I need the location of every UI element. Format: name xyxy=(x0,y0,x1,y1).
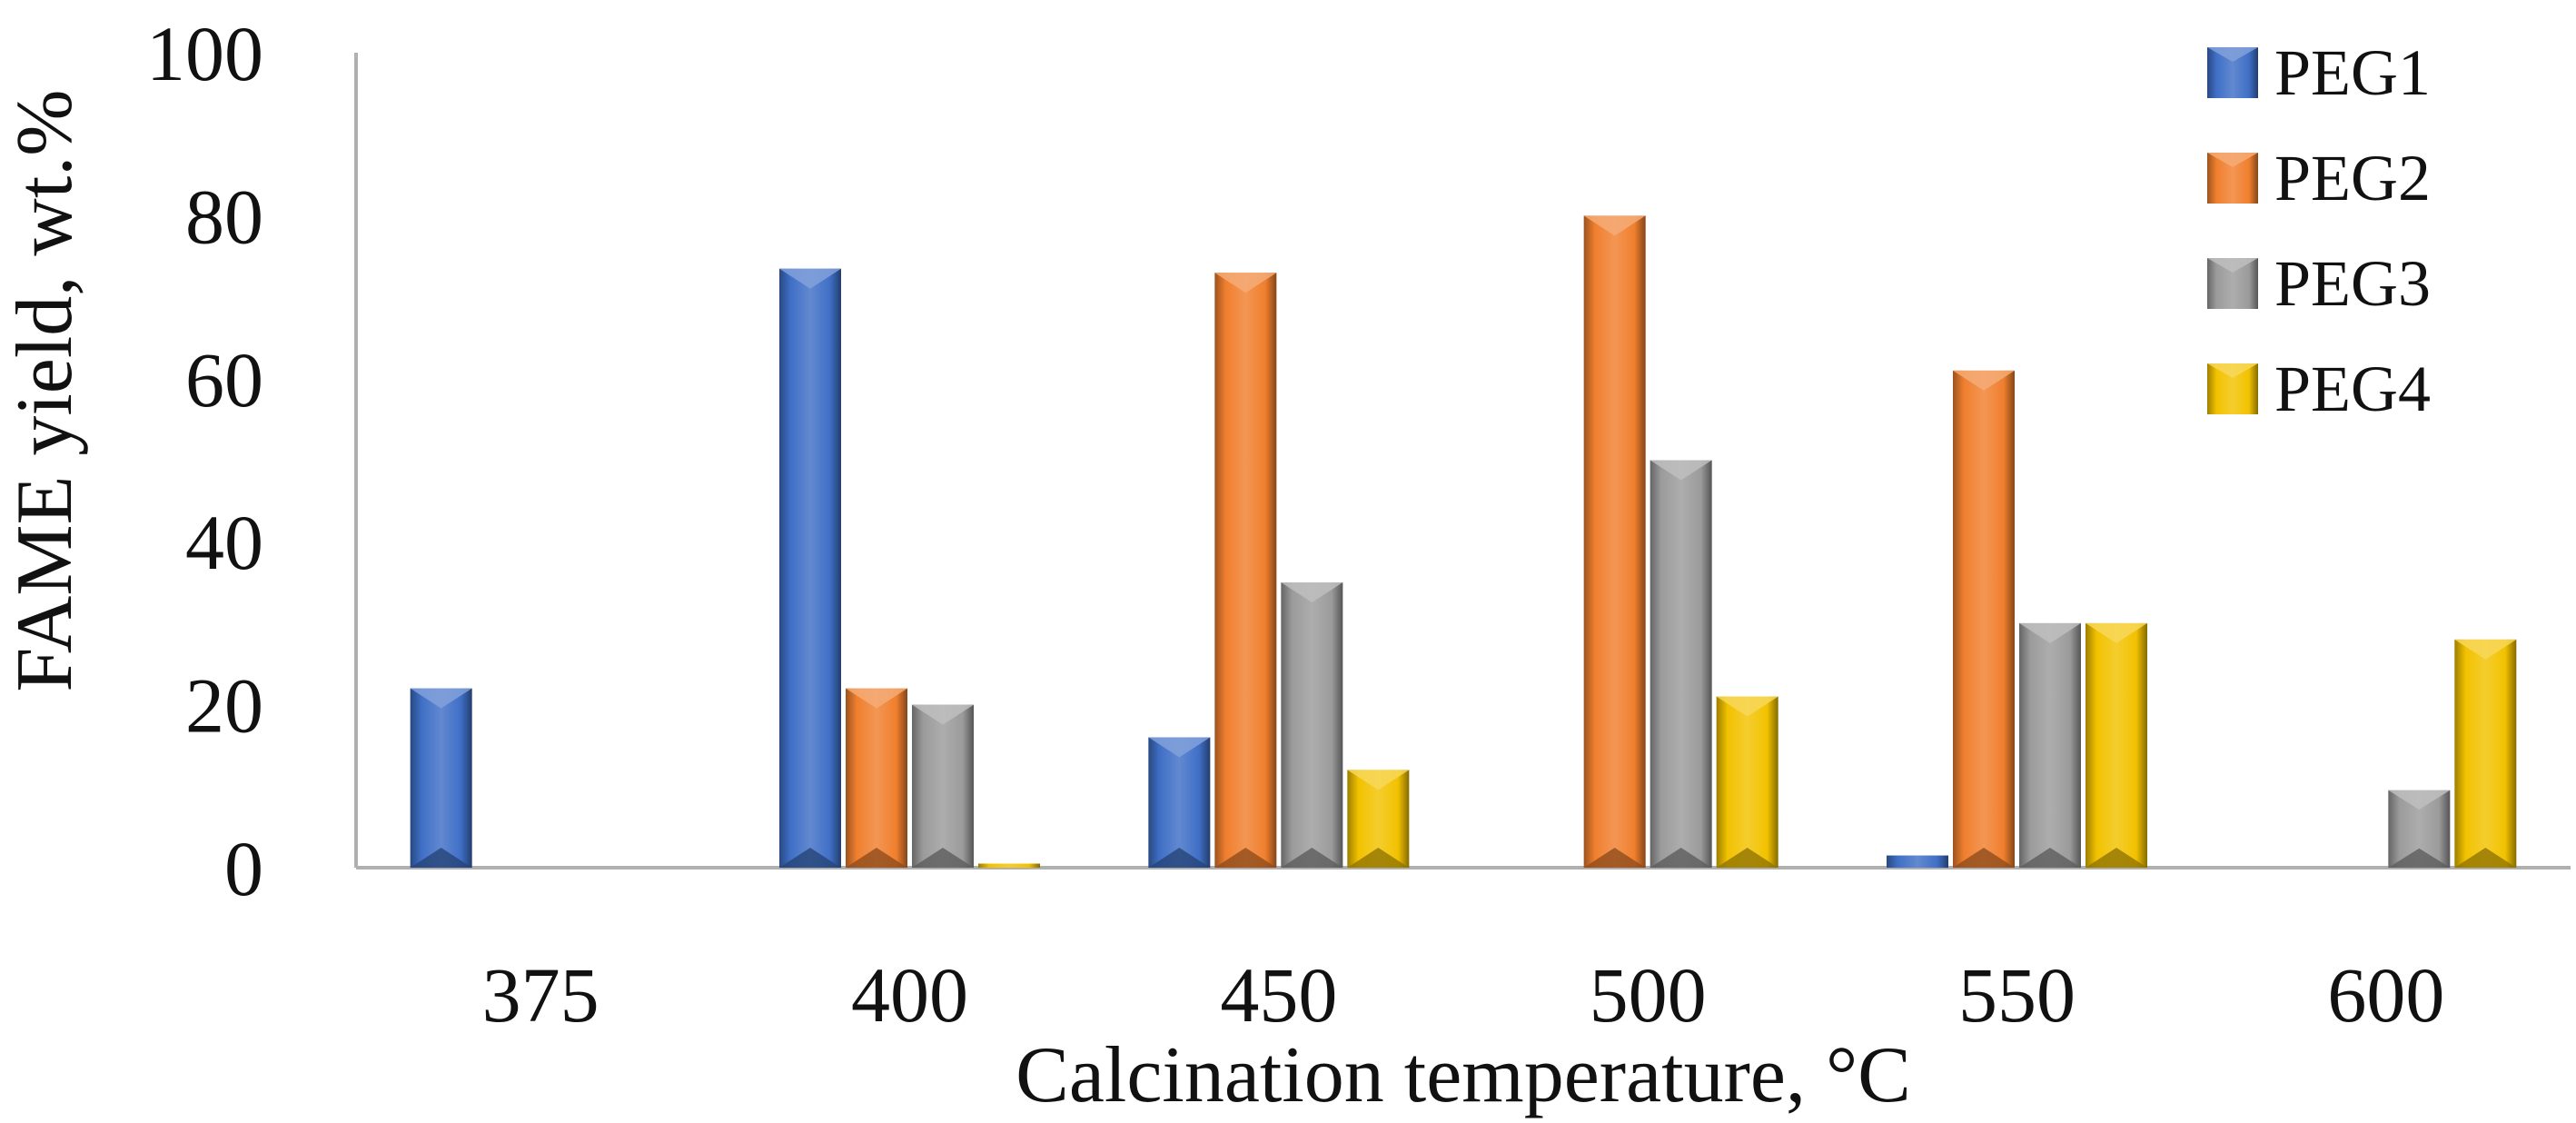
bar-bevel-top xyxy=(1281,582,1343,603)
y-tick-labels: 0 20 40 60 80 100 xyxy=(146,10,263,912)
bar-bevel-top xyxy=(1347,770,1410,790)
bar xyxy=(2454,639,2517,868)
bar xyxy=(1583,215,1646,868)
bar-peg4-600 xyxy=(2454,639,2517,868)
bar-bevel-bottom xyxy=(1148,848,1211,868)
bar xyxy=(846,688,907,868)
bar-bevel-bottom xyxy=(912,848,974,868)
bar-peg4-500 xyxy=(1716,696,1778,868)
y-tick-label: 20 xyxy=(185,662,263,750)
legend-label: PEG3 xyxy=(2274,247,2431,320)
bar-bevel-bottom xyxy=(1953,848,2015,868)
bar xyxy=(1953,370,2015,869)
bar-peg1-550 xyxy=(1887,855,1948,868)
bar-peg2-400 xyxy=(846,688,907,868)
bar-bevel-bottom xyxy=(1347,848,1410,868)
bar-peg2-550 xyxy=(1953,370,2015,869)
legend-swatch-bevel xyxy=(2207,47,2258,62)
bar-peg1-450 xyxy=(1148,737,1211,868)
x-tick-label: 600 xyxy=(2327,951,2444,1039)
legend-item-peg1: PEG1 xyxy=(2207,36,2431,109)
bar-peg4-550 xyxy=(2086,622,2147,868)
bar-bevel-bottom xyxy=(2454,848,2517,868)
bar-bevel-top xyxy=(912,704,974,725)
bar-bevel-top xyxy=(2388,790,2451,810)
legend-item-peg4: PEG4 xyxy=(2207,353,2431,425)
bar xyxy=(2086,622,2147,868)
bar-bevel-top xyxy=(2086,622,2147,643)
x-tick-label: 500 xyxy=(1590,951,1707,1039)
bar-peg3-400 xyxy=(912,704,974,868)
bar-bevel-top xyxy=(2019,622,2081,643)
bar xyxy=(1281,582,1343,868)
bar xyxy=(1650,460,1712,868)
legend-label: PEG2 xyxy=(2274,142,2431,214)
x-axis: 375 400 450 500 550 600 xyxy=(356,866,2571,1039)
bar-peg3-500 xyxy=(1650,460,1712,868)
bar-bevel-top xyxy=(1214,273,1277,293)
x-tick-label: 400 xyxy=(851,951,968,1039)
y-tick-label: 60 xyxy=(185,336,263,423)
bar-bevel-top xyxy=(1953,370,2015,391)
legend-item-peg2: PEG2 xyxy=(2207,142,2431,214)
bar xyxy=(912,704,974,868)
bar-bevel-top xyxy=(2454,639,2517,660)
bar-peg3-600 xyxy=(2388,790,2451,868)
bar xyxy=(410,688,472,868)
legend-label: PEG1 xyxy=(2274,36,2431,109)
bar-bevel-top xyxy=(1583,215,1646,236)
bar-bevel-top xyxy=(410,688,472,709)
legend-swatch-bevel xyxy=(2207,258,2258,273)
legend-label: PEG4 xyxy=(2274,353,2431,425)
bars xyxy=(410,215,2517,869)
bar-peg3-450 xyxy=(1281,582,1343,868)
bar xyxy=(1214,273,1277,868)
legend: PEG1 PEG2 PEG3 PEG4 xyxy=(2207,36,2431,425)
bar-bevel-bottom xyxy=(779,848,841,868)
bar-bevel-bottom xyxy=(2019,848,2081,868)
bar-bevel-bottom xyxy=(1281,848,1343,868)
bar-peg3-550 xyxy=(2019,622,2081,868)
legend-swatch-bevel xyxy=(2207,363,2258,378)
bar-peg1-400 xyxy=(779,268,841,869)
legend-swatch-bevel xyxy=(2207,153,2258,167)
y-axis-title: FAME yield, wt.% xyxy=(1,89,89,691)
bar-bevel-top xyxy=(1148,737,1211,758)
bar-peg1-375 xyxy=(410,688,472,868)
bar-bevel-bottom xyxy=(1716,848,1778,868)
bar xyxy=(779,268,841,869)
x-tick-label: 450 xyxy=(1220,951,1337,1039)
bar-peg4-400 xyxy=(978,863,1040,868)
bar-bevel-top xyxy=(846,688,907,709)
bar xyxy=(1887,855,1948,868)
bar xyxy=(1148,737,1211,868)
y-tick-label: 100 xyxy=(146,10,263,97)
bar xyxy=(2019,622,2081,868)
bar-bevel-bottom xyxy=(2388,848,2451,868)
bar-bevel-bottom xyxy=(1650,848,1712,868)
x-tick-label: 550 xyxy=(1958,951,2076,1039)
bar xyxy=(978,863,1040,868)
bar-bevel-bottom xyxy=(846,848,907,868)
bar-bevel-bottom xyxy=(2086,848,2147,868)
y-tick-label: 40 xyxy=(185,499,263,586)
legend-item-peg3: PEG3 xyxy=(2207,247,2431,320)
bar-peg2-500 xyxy=(1583,215,1646,868)
bar-bevel-bottom xyxy=(1214,848,1277,868)
bar xyxy=(1716,696,1778,868)
bar-bevel-bottom xyxy=(1583,848,1646,868)
y-tick-label: 80 xyxy=(185,173,263,260)
bar-bevel-top xyxy=(1716,696,1778,717)
x-tick-labels: 375 400 450 500 550 600 xyxy=(482,951,2445,1039)
bar-bevel-top xyxy=(779,268,841,289)
bar-peg2-450 xyxy=(1214,273,1277,868)
y-axis: 0 20 40 60 80 100 xyxy=(146,10,358,912)
y-tick-label: 0 xyxy=(224,825,263,912)
x-tick-label: 375 xyxy=(482,951,599,1039)
bar-bevel-top xyxy=(1650,460,1712,481)
x-axis-title: Calcination temperature, °C xyxy=(1016,1031,1911,1119)
bar-peg4-450 xyxy=(1347,770,1410,868)
bar-bevel-bottom xyxy=(410,848,472,868)
